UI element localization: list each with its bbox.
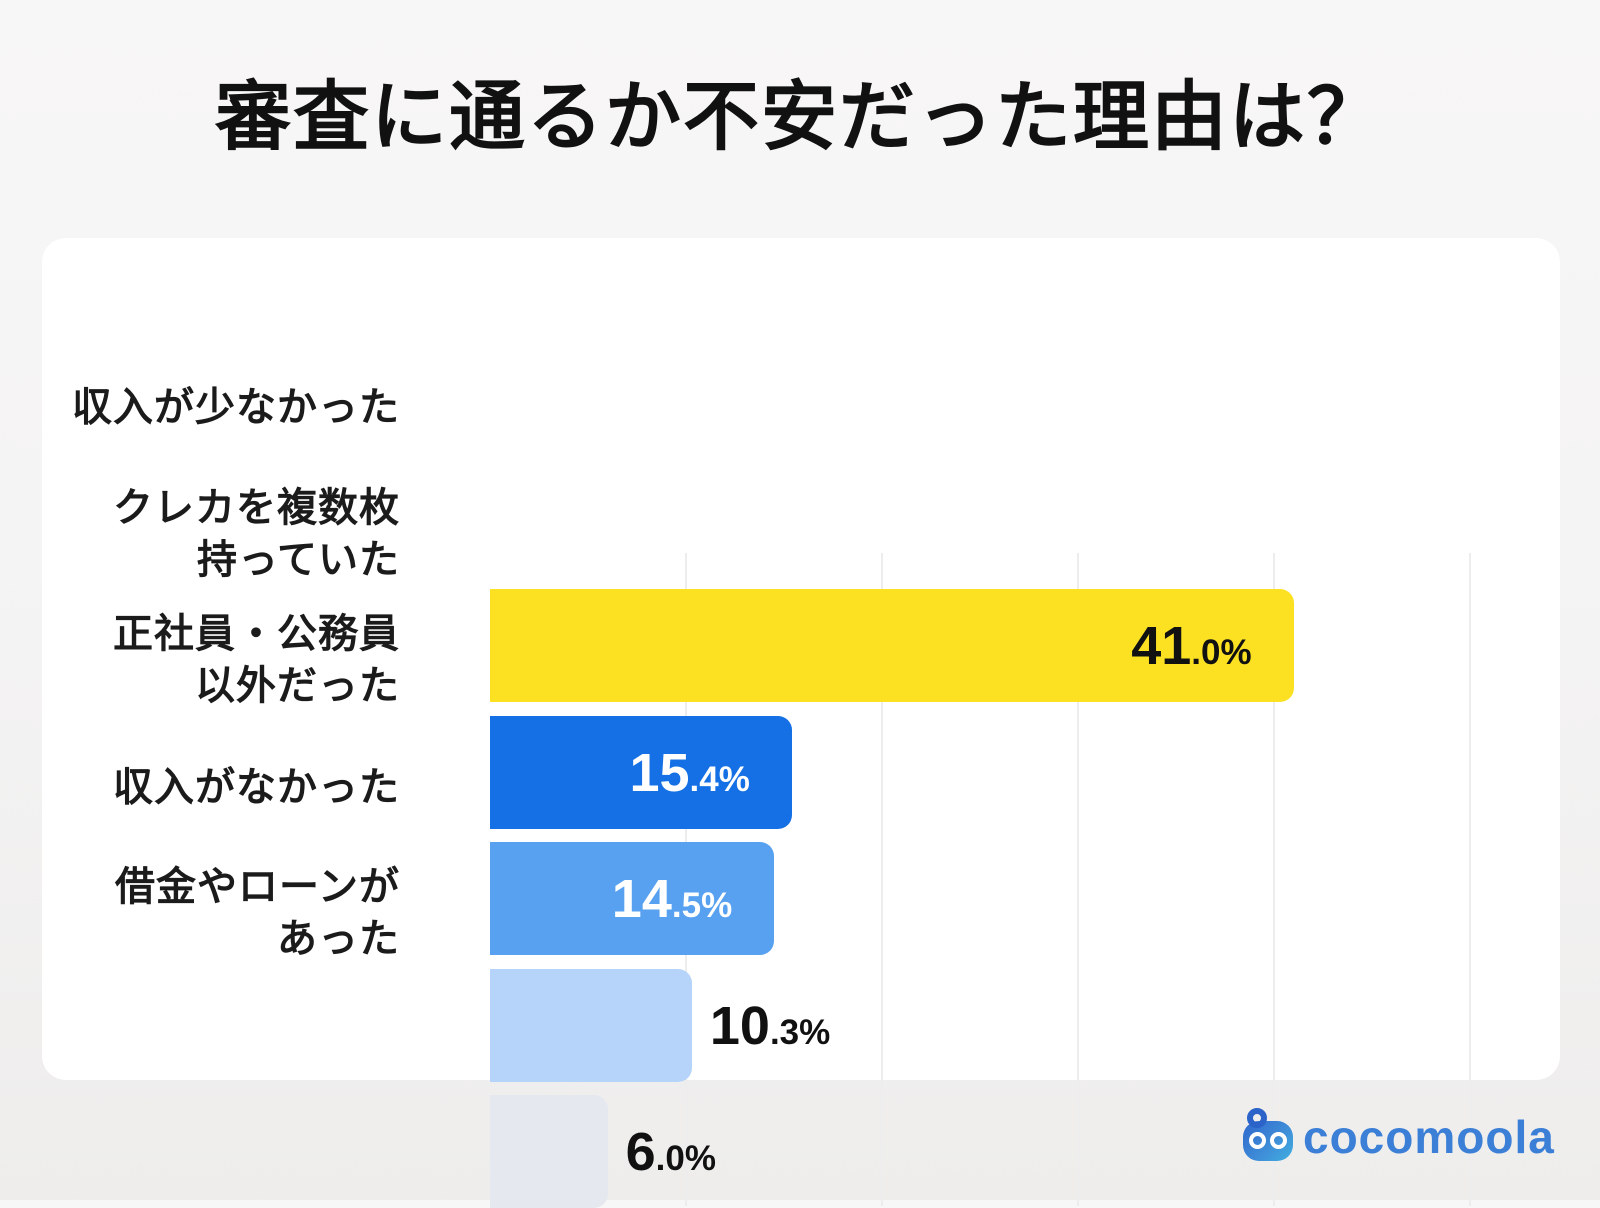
mascot-eye-icon [1249,1132,1266,1149]
category-label-line: 以外だった [195,664,400,709]
value-label: 15.4% [629,742,749,804]
cocomoola-mascot-icon [1243,1108,1293,1161]
value-label: 14.5% [612,868,732,930]
value-decimal: .4% [689,759,750,799]
gridline [881,553,883,1206]
gridline [1077,553,1079,1206]
value-integer: 41 [1131,615,1192,676]
gridline [1469,553,1471,1206]
category-label: 借金やローンがあった [0,861,400,967]
category-label-line: 持っていた [197,538,400,583]
value-decimal: .5% [671,885,733,925]
value-decimal: .0% [1191,632,1252,672]
value-integer: 14 [611,868,672,929]
category-label: 正社員・公務員以外だった [0,608,400,714]
category-label: 収入がなかった [0,761,400,814]
value-decimal: .3% [769,1012,831,1052]
value-label: 6.0% [626,1121,716,1183]
value-integer: 10 [709,995,770,1056]
category-label-line: 収入が少なかった [72,385,400,430]
bar [490,842,775,955]
brand-name: cocomoola [1303,1111,1555,1163]
gridline [1273,553,1275,1206]
category-label-line: 正社員・公務員 [113,611,400,656]
chart-card: 41.0% 15.4% 14.5% 10.3% 6.0% [42,238,1560,1208]
category-label: クレカを複数枚持っていた [0,482,400,588]
value-label: 10.3% [710,995,830,1057]
value-decimal: .0% [655,1138,716,1178]
value-label: 41.0% [1131,615,1251,677]
mascot-eye-icon [1270,1132,1287,1149]
category-label-line: 借金やローンが [115,864,400,909]
category-label: 収入が少なかった [0,381,400,434]
category-label-line: クレカを複数枚 [113,485,400,530]
value-integer: 15 [629,742,690,803]
brand-logo: cocomoola [1243,1108,1555,1165]
bar [490,1095,608,1208]
mascot-handle-icon [1247,1108,1267,1128]
plot-area: 41.0% 15.4% 14.5% 10.3% 6.0% [490,553,1600,1208]
bar [490,969,692,1082]
value-integer: 6 [625,1121,656,1182]
chart-title: 審査に通るか不安だった理由は？ [215,75,1385,160]
category-label-line: 収入がなかった [113,765,400,810]
category-label-line: あった [277,917,400,962]
bar [490,716,792,829]
bar [490,589,1294,702]
